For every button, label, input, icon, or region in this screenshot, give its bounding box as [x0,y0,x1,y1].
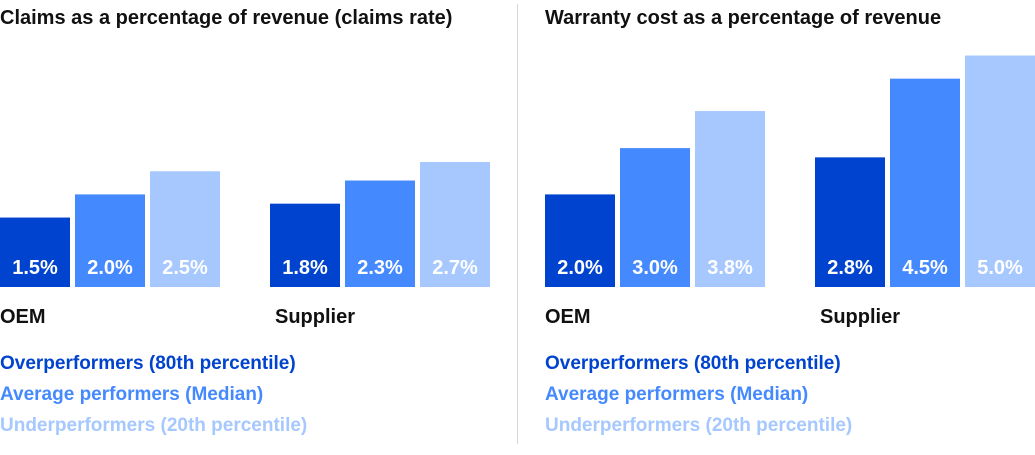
bar-supplier-underperformers [420,161,490,287]
bar-oem-average-performers [620,148,690,287]
legend-item-underperformers: Underperformers (20th percentile) [545,415,853,436]
legend-item-overperformers: Overperformers (80th percentile) [0,353,296,374]
legend-item-overperformers: Overperformers (80th percentile) [545,353,841,374]
legend-item-underperformers: Underperformers (20th percentile) [0,415,308,436]
bar-supplier-underperformers [965,55,1035,287]
bar-oem-overperformers [545,194,615,287]
category-label-supplier: Supplier [275,306,355,328]
data-label: 3.0% [632,257,678,279]
data-label: 1.8% [282,257,328,279]
bar-oem-average-performers [75,194,145,287]
panel-divider [517,4,518,444]
bar-oem-underperformers [150,171,220,287]
warranty-cost-bars: 2.0% 3.0% 3.8% OEM 2.8% 4.5% 5.0% Supplier [545,55,1035,328]
data-label: 4.5% [902,257,948,279]
data-label: 5.0% [977,257,1023,279]
category-label-oem: OEM [545,306,591,328]
bar-supplier-average-performers [345,180,415,287]
claims-rate-chart: Claims as a percentage of revenue (claim… [0,0,500,455]
legend-item-average-performers: Average performers (Median) [545,384,809,405]
legend-item-average-performers: Average performers (Median) [0,384,264,405]
bar-supplier-overperformers [270,203,340,287]
category-label-oem: OEM [0,306,46,328]
warranty-cost-chart: Warranty cost as a percentage of revenue… [545,0,1035,455]
data-label: 2.3% [357,257,403,279]
data-label: 2.7% [432,257,478,279]
legend: Overperformers (80th percentile) Average… [0,348,307,441]
bar-supplier-overperformers [815,157,885,287]
data-label: 3.8% [707,257,753,279]
data-label: 2.0% [87,257,133,279]
chart-title: Warranty cost as a percentage of revenue [545,7,942,29]
chart-title: Claims as a percentage of revenue (claim… [0,7,453,29]
data-label: 2.5% [162,257,208,279]
bar-oem-underperformers [695,111,765,287]
bar-oem-overperformers [0,217,70,287]
data-label: 2.8% [827,257,873,279]
legend: Overperformers (80th percentile) Average… [545,348,852,441]
bar-supplier-average-performers [890,78,960,288]
data-label: 1.5% [12,257,58,279]
category-label-supplier: Supplier [820,306,900,328]
claims-rate-bars: 1.5% 2.0% 2.5% OEM 1.8% 2.3% 2.7% Supplier [0,161,490,328]
data-label: 2.0% [557,257,603,279]
